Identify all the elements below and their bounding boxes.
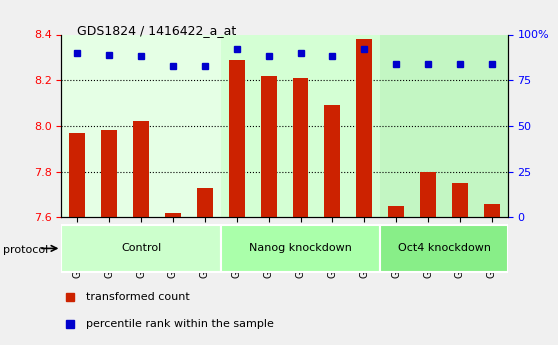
Bar xyxy=(324,105,340,217)
Bar xyxy=(229,60,245,217)
Bar xyxy=(261,76,277,217)
Bar xyxy=(165,213,181,217)
Bar xyxy=(221,34,380,217)
Bar xyxy=(357,39,372,217)
Text: Oct4 knockdown: Oct4 knockdown xyxy=(397,244,490,253)
Text: protocol: protocol xyxy=(3,245,48,255)
Bar xyxy=(133,121,149,217)
FancyBboxPatch shape xyxy=(380,225,508,272)
Text: Control: Control xyxy=(121,244,161,253)
Bar xyxy=(380,34,508,217)
Text: percentile rank within the sample: percentile rank within the sample xyxy=(86,319,274,329)
Text: Nanog knockdown: Nanog knockdown xyxy=(249,244,352,253)
FancyBboxPatch shape xyxy=(221,225,380,272)
Bar xyxy=(61,34,221,217)
Bar xyxy=(292,78,309,217)
Bar xyxy=(197,188,213,217)
Bar xyxy=(484,204,500,217)
Text: GDS1824 / 1416422_a_at: GDS1824 / 1416422_a_at xyxy=(76,24,236,37)
FancyBboxPatch shape xyxy=(61,225,221,272)
Bar xyxy=(388,206,404,217)
Bar xyxy=(101,130,117,217)
Bar xyxy=(452,183,468,217)
Bar xyxy=(69,133,85,217)
Bar xyxy=(420,171,436,217)
Text: transformed count: transformed count xyxy=(86,292,190,302)
